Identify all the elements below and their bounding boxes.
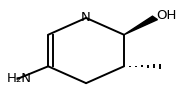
Text: H₂N: H₂N bbox=[7, 72, 32, 85]
Text: N: N bbox=[81, 11, 91, 24]
Text: OH: OH bbox=[157, 9, 177, 22]
Polygon shape bbox=[124, 16, 158, 35]
